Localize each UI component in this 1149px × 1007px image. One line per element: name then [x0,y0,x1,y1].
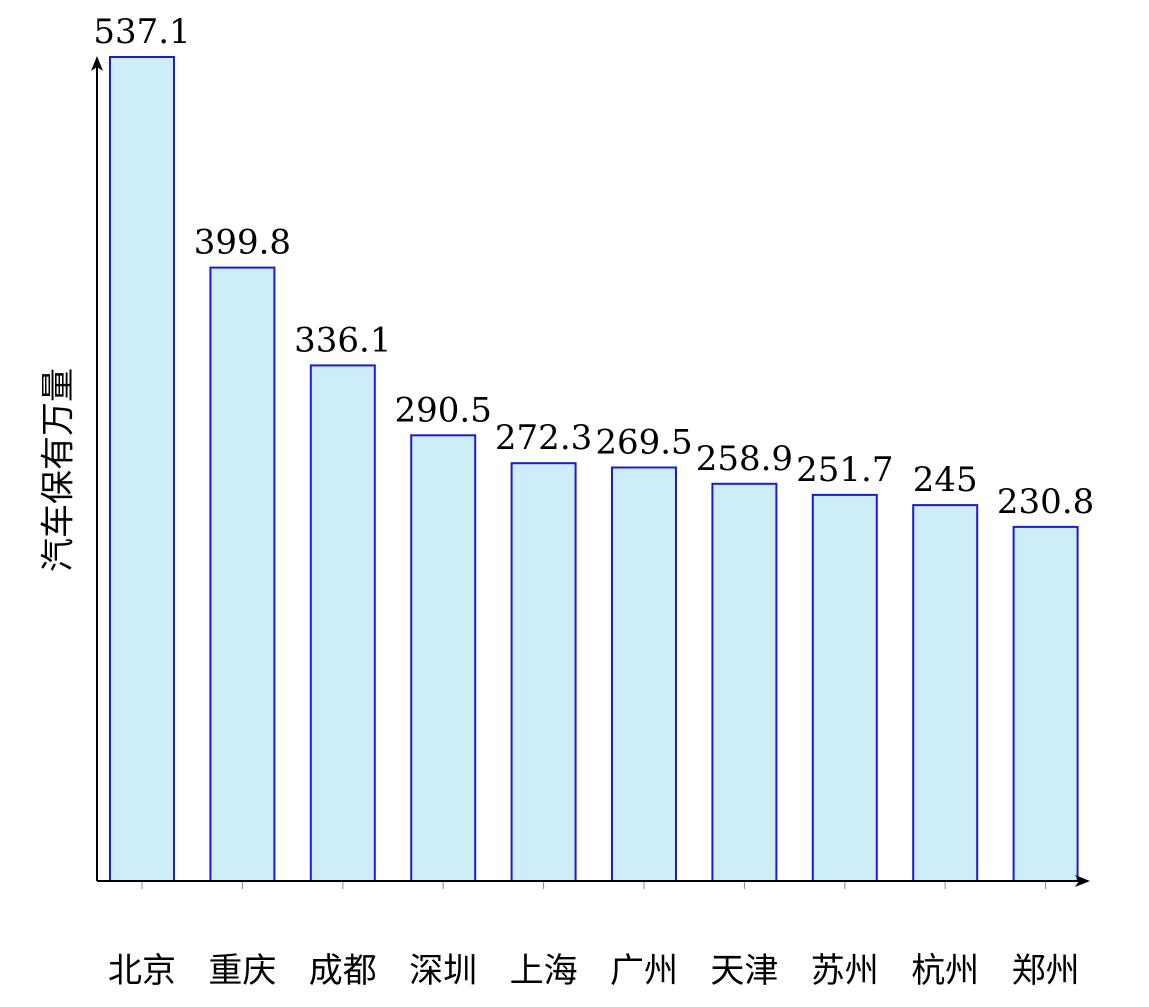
category-label-9: 杭州 [911,951,979,991]
category-label-6: 广州 [610,951,678,991]
value-label-3: 336.1 [294,320,391,360]
value-label-1: 537.1 [93,12,190,52]
y-axis-title: 汽车保有万量 [39,368,79,572]
category-label-5: 上海 [510,951,578,991]
value-label-9: 245 [913,460,978,500]
category-label-2: 重庆 [208,951,276,991]
bar-5 [510,462,577,882]
bars-layer [109,56,1079,883]
bar-10 [1012,525,1079,883]
bar-7 [711,482,778,882]
category-label-8: 苏州 [811,951,879,991]
category-label-10: 郑州 [1012,951,1080,991]
category-label-4: 深圳 [409,951,477,991]
bar-9 [912,504,979,882]
value-label-8: 251.7 [796,450,893,490]
bar-1 [109,56,175,882]
value-label-7: 258.9 [696,439,793,479]
category-label-7: 天津 [710,951,778,991]
bar-4 [410,434,477,882]
category-label-3: 成都 [309,951,377,991]
value-label-5: 272.3 [495,418,592,458]
value-label-2: 399.8 [194,223,291,263]
bar-2 [209,266,276,883]
category-label-1: 北京 [108,951,176,991]
category-labels: 北京 重庆 成都 深圳 上海 广州 天津 苏州 杭州 郑州 [108,951,1080,991]
x-axis-arrow [1075,875,1090,887]
y-axis-arrow [91,56,103,71]
value-label-10: 230.8 [997,482,1094,522]
bar-6 [611,466,677,882]
tick-marks [141,881,1047,889]
bar-8 [811,493,878,882]
bar-3 [309,364,376,882]
axes [91,56,1090,887]
value-label-6: 269.5 [595,423,692,463]
value-label-4: 290.5 [395,390,492,430]
